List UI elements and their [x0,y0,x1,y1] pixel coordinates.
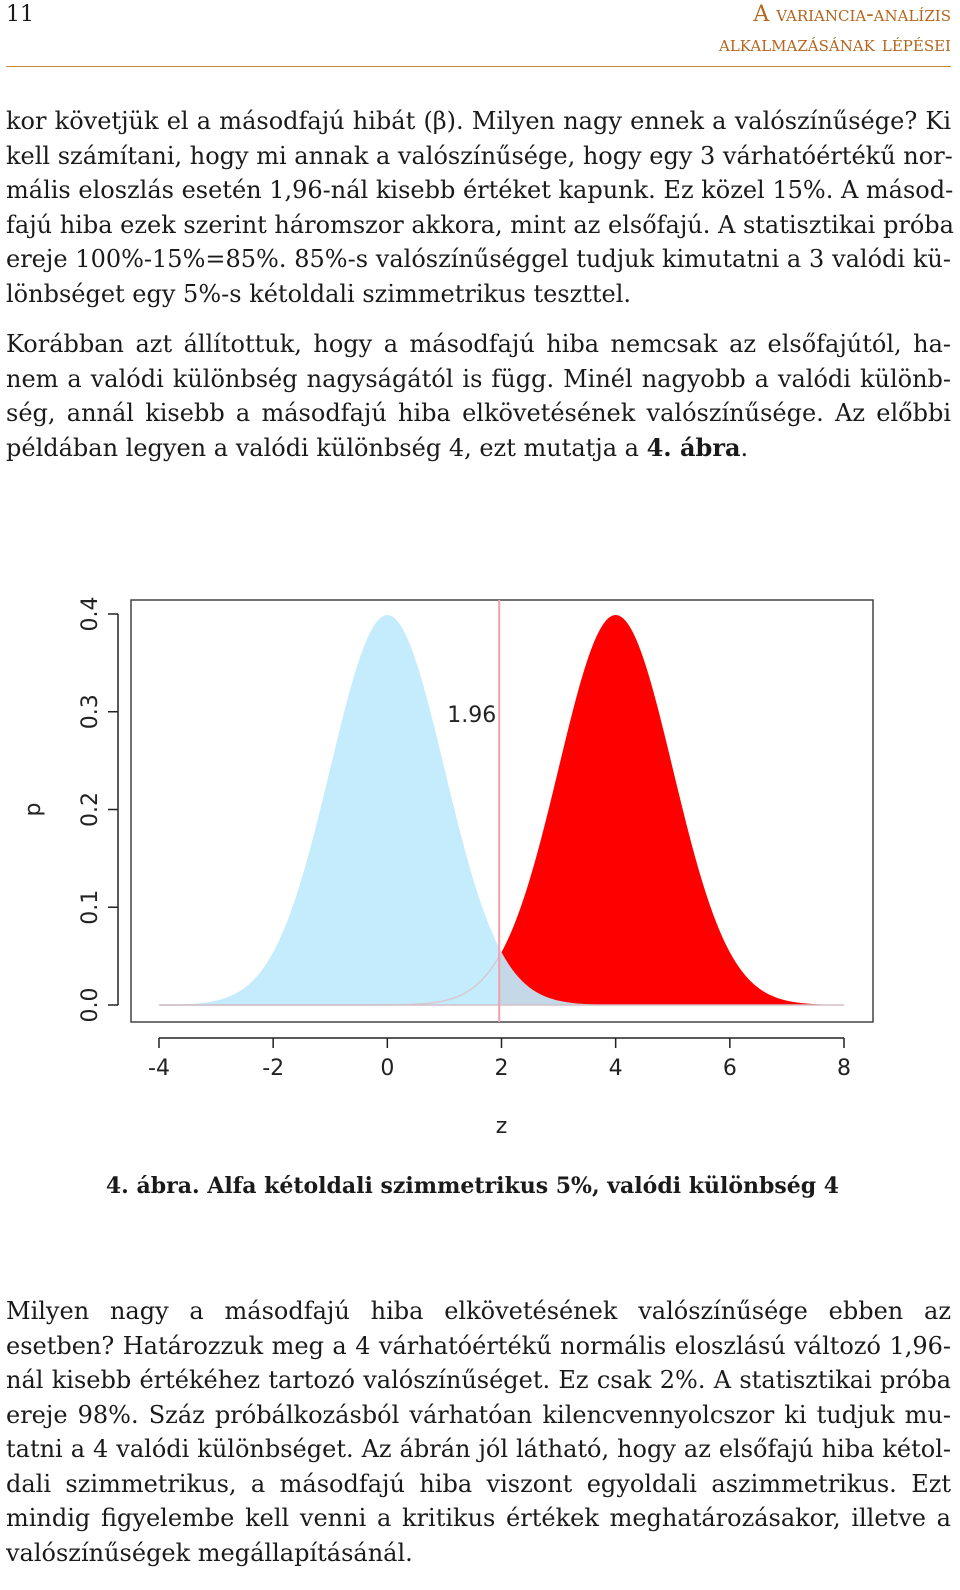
text-line: Korábban azt állítottuk, hogy a másodfaj… [6,330,951,358]
text-line: lönbséget egy 5%-s kétoldali szimmetriku… [6,279,632,308]
figure-caption: 4. ábra. Alfa kétoldali szimmetrikus 5%,… [0,1173,945,1199]
x-axis-label: z [496,1114,508,1139]
y-axis-label: p [21,803,46,817]
caption-label: 4. ábra. [105,1173,200,1199]
page-header: 11 A variancia-analízis alkalmazásának l… [6,0,951,67]
text-line: ereje 100%-15%=85%. 85%-s valószínűségge… [6,245,951,273]
paragraph-3: Milyen nagy a másodfajú hiba elkövetésén… [6,1294,951,1570]
text-line: dali szimmetrikus, a másodfajú hiba visz… [6,1469,951,1498]
x-tick-label: 6 [723,1056,737,1081]
critical-value-annotation: 1.96 [447,703,496,728]
x-tick-label: 8 [837,1056,851,1081]
normal-distributions-chart: 1.96 -4 -2 0 2 4 6 8 z 0.0 0.1 0.2 0.3 0.4 p [21,597,874,1139]
text-line-body: példában legyen a valódi különbség 4, ez… [6,433,647,462]
text-line: nem a valódi különbség nagyságától is fü… [6,364,951,393]
text-line: tatni a 4 valódi különbséget. Az ábrán j… [6,1435,951,1463]
y-tick-label: 0.1 [78,890,103,925]
text-line: kell számítani, hogy mi annak a valószín… [6,141,953,170]
x-tick-label: 0 [380,1056,394,1081]
paragraph-2: Korábban azt állítottuk, hogy a másodfaj… [6,327,951,465]
text-line: esetben? Határozzuk meg a 4 várhatóérték… [6,1331,951,1360]
text-line: Milyen nagy a másodfajú hiba elkövetésén… [6,1297,951,1325]
paragraph-1: kor követjük el a másodfajú hibát (β). M… [6,104,954,311]
y-tick-label: 0.4 [78,597,103,632]
y-tick-label: 0.2 [78,792,103,827]
text-line: ereje 98%. Száz próbálkozásból várhatóan… [6,1400,951,1429]
x-tick-label: 4 [609,1056,623,1081]
figure-reference-link[interactable]: 4. ábra [646,432,741,462]
running-title: A variancia-analízis alkalmazásának lépé… [719,0,951,60]
figure-4: 1.96 -4 -2 0 2 4 6 8 z 0.0 0.1 0.2 0.3 0.4 p [0,590,960,1150]
text-line: mindig figyelembe kell venni a kritikus … [6,1504,951,1532]
x-tick-label: 2 [495,1056,509,1081]
text-line: valószínűségek megállapításánál. [6,1538,413,1567]
running-title-line-2: alkalmazásának lépései [718,32,951,57]
text-line-last: példában legyen a valódi különbség 4, ez… [6,431,951,466]
x-tick-label: -2 [262,1056,284,1081]
text-line: ség, annál kisebb a másodfajú hiba elköv… [6,399,951,427]
series-2-shaded-area [499,615,844,1005]
page-number: 11 [6,2,34,27]
series-1-area [159,615,844,1005]
running-title-line-1: A variancia-analízis [753,2,951,27]
text-line: fajú hiba ezek szerint háromszor akkora,… [6,210,954,239]
caption-text: Alfa kétoldali szimmetrikus 5%, valódi k… [199,1173,840,1199]
y-tick-label: 0.0 [78,988,103,1023]
sentence-end: . [740,433,749,462]
y-tick-label: 0.3 [78,694,103,729]
text-line: mális eloszlás esetén 1,96-nál kisebb ér… [6,176,954,204]
x-tick-label: -4 [148,1056,170,1081]
text-line: kor követjük el a másodfajú hibát (β). M… [6,107,951,135]
plot-frame [130,599,874,1023]
text-line: nál kisebb értékéhez tartozó valószínűsé… [6,1366,951,1394]
